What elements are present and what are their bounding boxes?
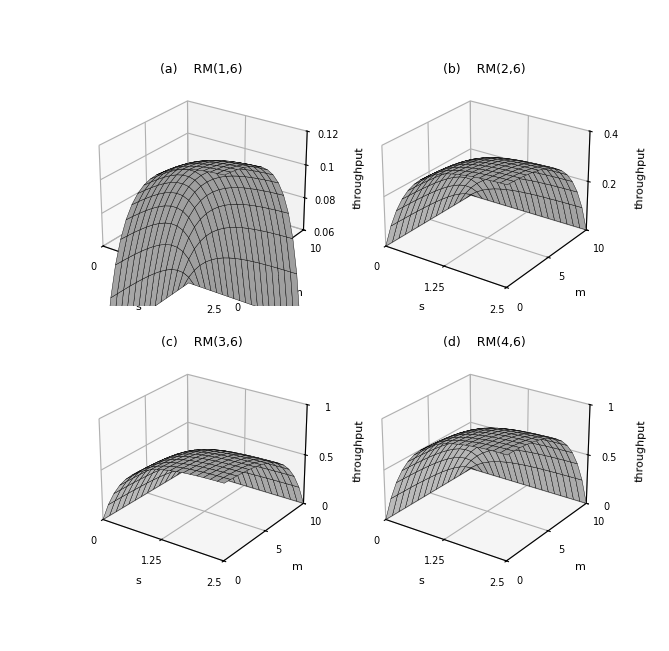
X-axis label: s: s [418, 303, 424, 312]
Title: (d)    RM(4,6): (d) RM(4,6) [443, 336, 526, 349]
Y-axis label: m: m [575, 562, 585, 572]
Y-axis label: m: m [292, 562, 302, 572]
Y-axis label: m: m [575, 288, 585, 298]
Title: (a)    RM(1,6): (a) RM(1,6) [160, 62, 243, 76]
X-axis label: s: s [418, 576, 424, 586]
X-axis label: s: s [135, 576, 141, 586]
Title: (c)    RM(3,6): (c) RM(3,6) [161, 336, 242, 349]
Title: (b)    RM(2,6): (b) RM(2,6) [443, 62, 526, 76]
X-axis label: s: s [135, 303, 141, 312]
Y-axis label: m: m [292, 288, 302, 298]
